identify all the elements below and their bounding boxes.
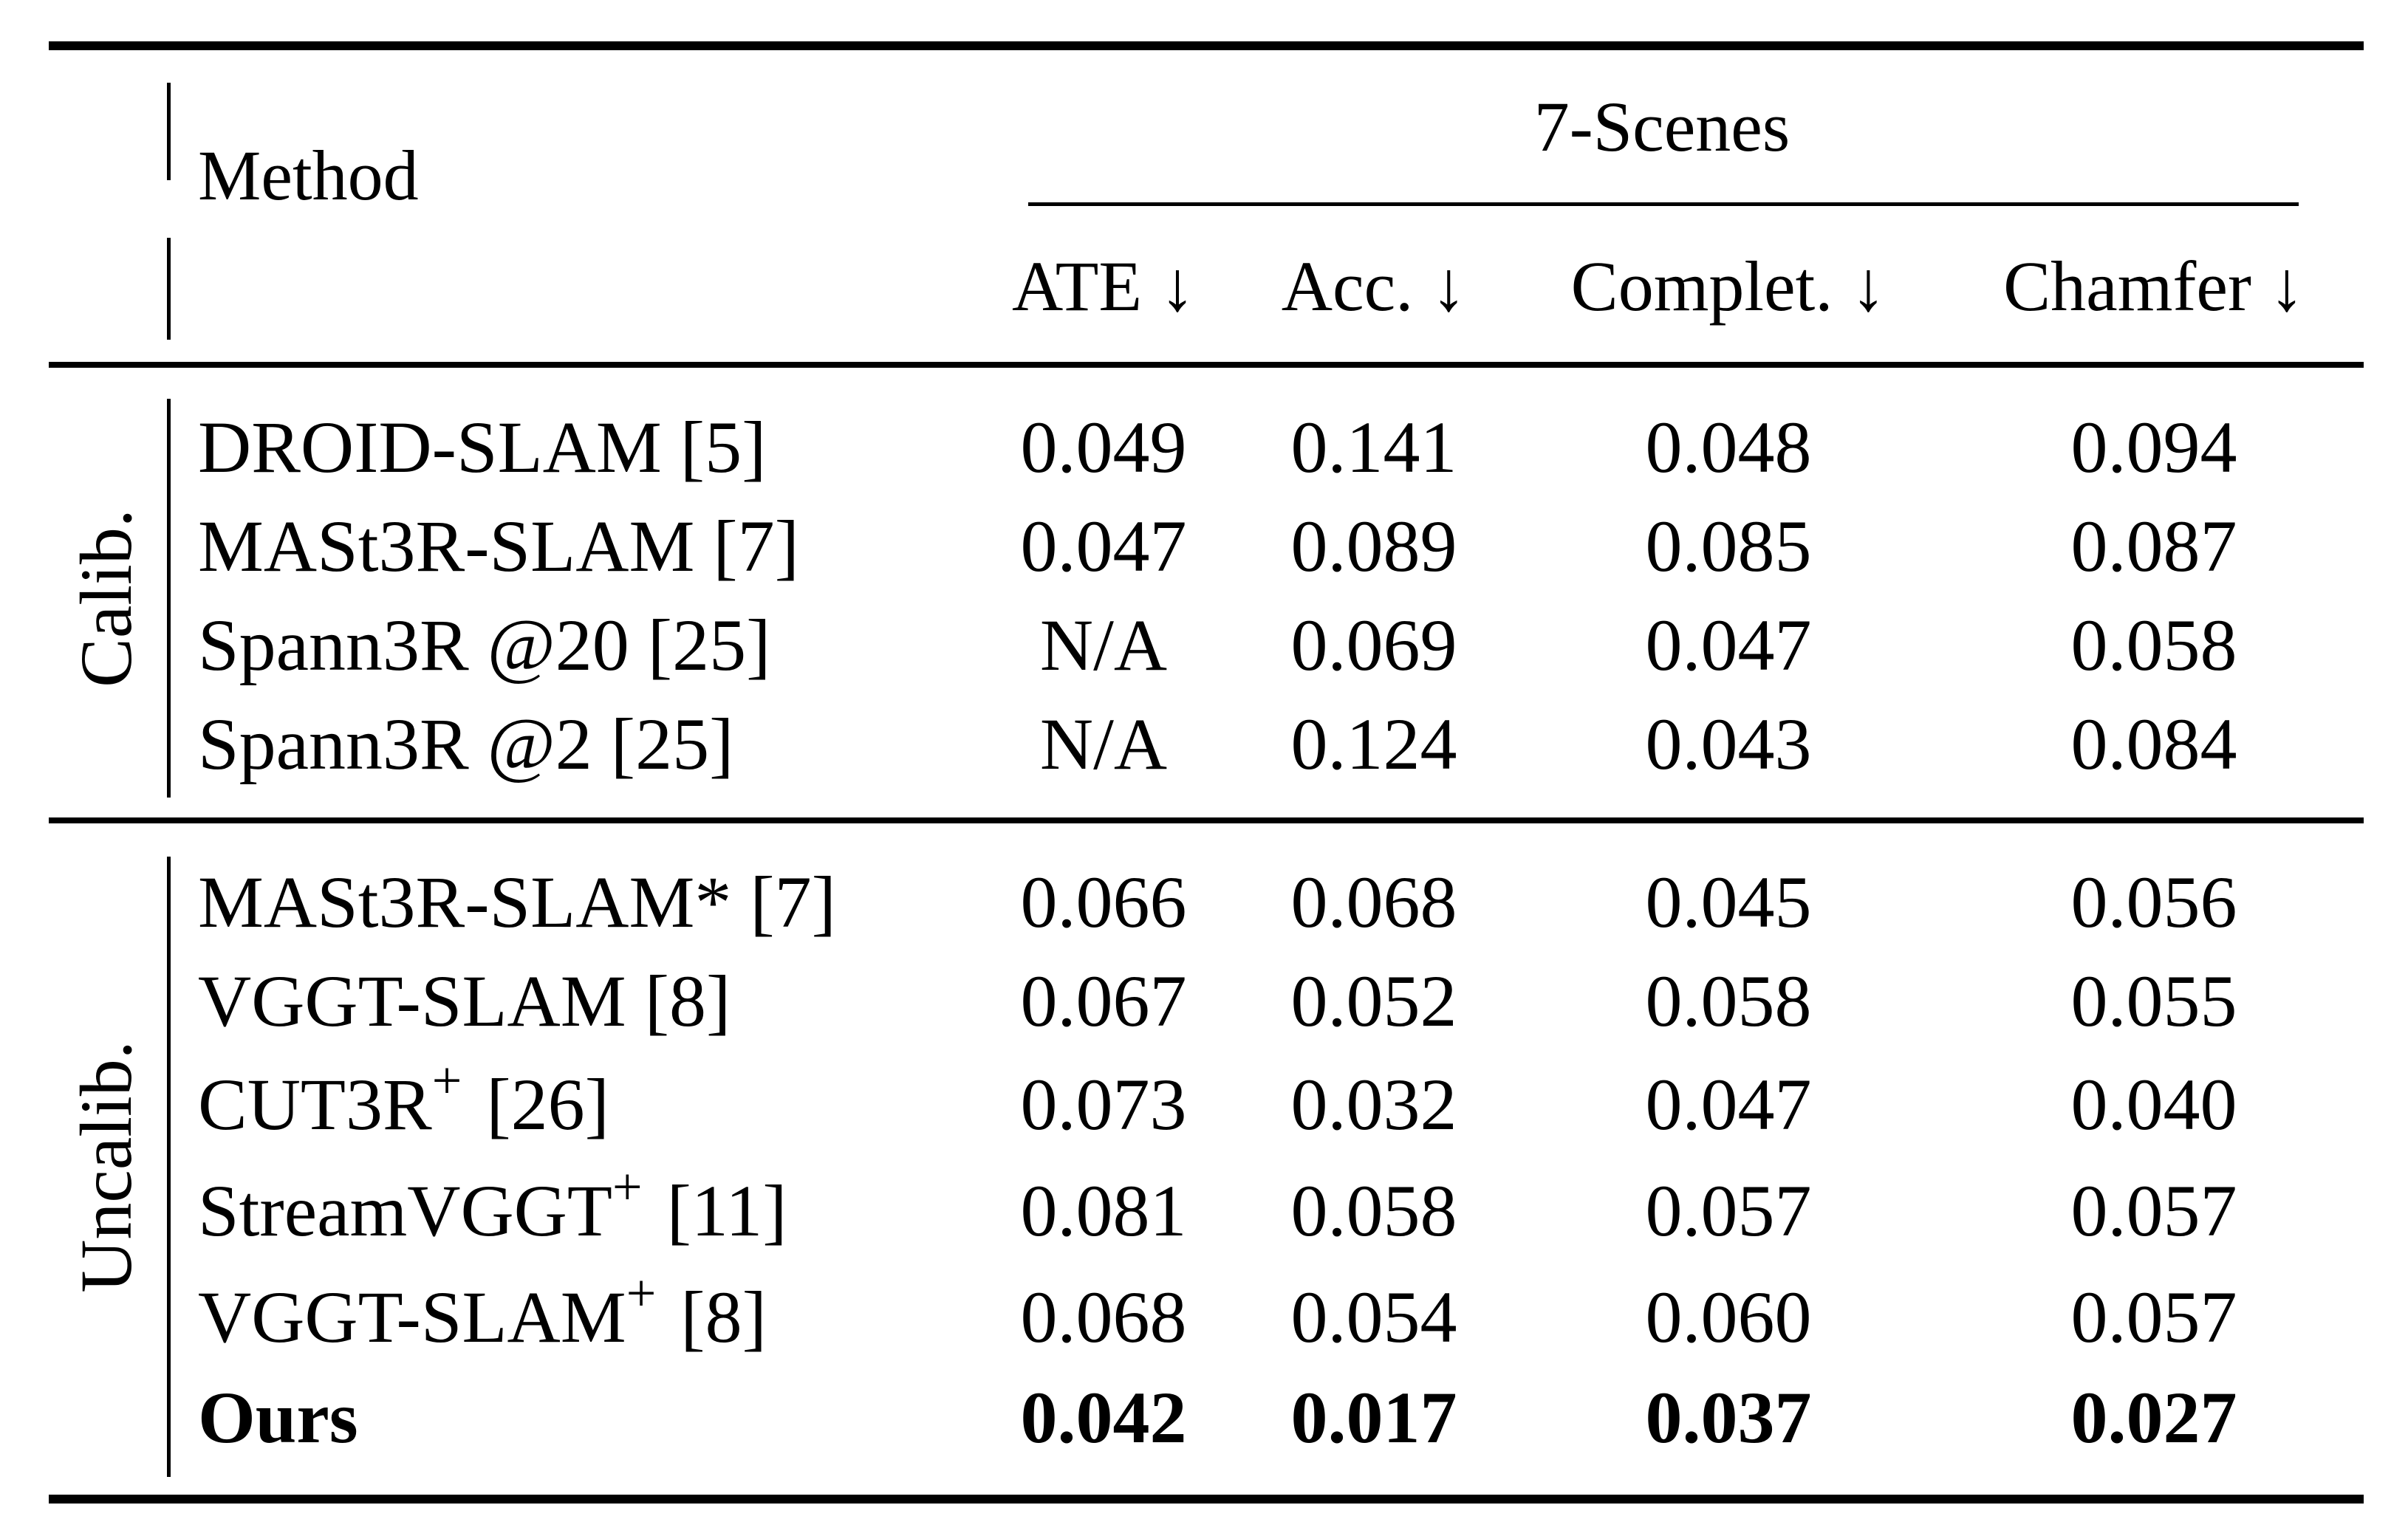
value-cell: 0.054 bbox=[1290, 1276, 1457, 1358]
value-cell: 0.056 bbox=[2070, 861, 2237, 943]
method-reference: [26] bbox=[486, 1063, 609, 1145]
method-cell: VGGT-SLAM [8] bbox=[198, 960, 731, 1042]
method-cell: Spann3R @2 [25] bbox=[198, 703, 734, 785]
group-label-uncalib: Uncalib. bbox=[65, 1040, 147, 1293]
method-reference: [8] bbox=[680, 1276, 767, 1358]
value-cell: 0.052 bbox=[1290, 960, 1457, 1042]
column-header-acc: Acc. ↓ bbox=[1281, 247, 1467, 326]
value-cell: 0.094 bbox=[2070, 406, 2237, 488]
value-cell: N/A bbox=[1039, 604, 1168, 686]
value-cell-best: 0.037 bbox=[1645, 1376, 1812, 1458]
value-cell: 0.047 bbox=[1020, 505, 1187, 587]
value-cell: 0.058 bbox=[2070, 604, 2237, 686]
method-reference: [11] bbox=[666, 1170, 787, 1252]
header-vertical-bar bbox=[167, 83, 171, 180]
column-header-ate: ATE ↓ bbox=[1012, 247, 1195, 326]
method-name: VGGT-SLAM bbox=[198, 1276, 626, 1358]
value-cell: 0.085 bbox=[1645, 505, 1812, 587]
header-rule bbox=[49, 362, 2364, 368]
method-cell: VGGT-SLAM+ [8] bbox=[198, 1266, 767, 1354]
value-cell: 0.058 bbox=[1290, 1170, 1457, 1252]
uncalib-group-bar bbox=[167, 857, 171, 1477]
column-header-complet: Complet. ↓ bbox=[1570, 247, 1887, 326]
method-cell: Spann3R @20 [25] bbox=[198, 604, 771, 686]
value-cell: 0.068 bbox=[1020, 1276, 1187, 1358]
value-cell-best: 0.042 bbox=[1020, 1376, 1187, 1458]
plus-superscript: + bbox=[431, 1051, 462, 1110]
calib-group-bar bbox=[167, 399, 171, 798]
value-cell: 0.124 bbox=[1290, 703, 1457, 785]
method-name: StreamVGGT bbox=[198, 1170, 612, 1252]
value-cell: 0.040 bbox=[2070, 1063, 2237, 1145]
header-vertical-bar bbox=[167, 238, 171, 340]
value-cell: 0.055 bbox=[2070, 960, 2237, 1042]
value-cell: 0.057 bbox=[2070, 1170, 2237, 1252]
value-cell: 0.084 bbox=[2070, 703, 2237, 785]
value-cell: 0.043 bbox=[1645, 703, 1812, 785]
value-cell: 0.067 bbox=[1020, 960, 1187, 1042]
value-cell: 0.087 bbox=[2070, 505, 2237, 587]
value-cell: 0.141 bbox=[1290, 406, 1457, 488]
group-separator-rule bbox=[49, 817, 2364, 823]
method-cell: CUT3R+ [26] bbox=[198, 1054, 609, 1142]
value-cell: 0.048 bbox=[1645, 406, 1812, 488]
plus-superscript: + bbox=[626, 1264, 657, 1323]
method-cell: MASt3R-SLAM [7] bbox=[198, 505, 799, 587]
method-cell: MASt3R-SLAM* [7] bbox=[198, 861, 836, 943]
value-cell: N/A bbox=[1039, 703, 1168, 785]
dataset-underline bbox=[1028, 202, 2299, 206]
value-cell: 0.045 bbox=[1645, 861, 1812, 943]
value-cell: 0.057 bbox=[2070, 1276, 2237, 1358]
value-cell: 0.069 bbox=[1290, 604, 1457, 686]
value-cell: 0.068 bbox=[1290, 861, 1457, 943]
value-cell: 0.089 bbox=[1290, 505, 1457, 587]
value-cell: 0.047 bbox=[1645, 604, 1812, 686]
value-cell: 0.066 bbox=[1020, 861, 1187, 943]
top-rule bbox=[49, 41, 2364, 50]
value-cell: 0.081 bbox=[1020, 1170, 1187, 1252]
method-name: CUT3R bbox=[198, 1063, 432, 1145]
method-header: Method bbox=[198, 136, 419, 215]
method-cell: StreamVGGT+ [11] bbox=[198, 1160, 787, 1248]
dataset-header: 7-Scenes bbox=[1533, 87, 1790, 166]
group-label-calib: Calib. bbox=[65, 509, 147, 688]
plus-superscript: + bbox=[612, 1157, 643, 1216]
value-cell: 0.058 bbox=[1645, 960, 1812, 1042]
bottom-rule bbox=[49, 1495, 2364, 1504]
value-cell: 0.032 bbox=[1290, 1063, 1457, 1145]
value-cell: 0.049 bbox=[1020, 406, 1187, 488]
value-cell-best: 0.027 bbox=[2070, 1376, 2237, 1458]
value-cell: 0.057 bbox=[1645, 1170, 1812, 1252]
value-cell: 0.073 bbox=[1020, 1063, 1187, 1145]
value-cell-best: 0.017 bbox=[1290, 1376, 1457, 1458]
column-header-chamfer: Chamfer ↓ bbox=[2003, 247, 2305, 326]
value-cell: 0.047 bbox=[1645, 1063, 1812, 1145]
value-cell: 0.060 bbox=[1645, 1276, 1812, 1358]
method-cell: DROID-SLAM [5] bbox=[198, 406, 767, 488]
method-cell: Ours bbox=[198, 1376, 358, 1458]
